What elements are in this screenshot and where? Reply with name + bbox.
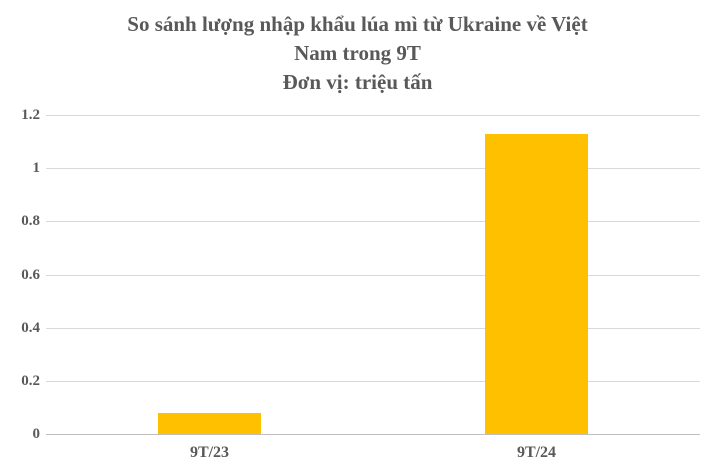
gridline xyxy=(46,221,700,222)
chart-title-block: So sánh lượng nhập khẩu lúa mì từ Ukrain… xyxy=(0,10,715,97)
gridline xyxy=(46,115,700,116)
chart-title-line-1: So sánh lượng nhập khẩu lúa mì từ Ukrain… xyxy=(127,12,588,36)
chart-unit-subtitle: Đơn vị: triệu tấn xyxy=(282,70,433,94)
y-tick-label: 0 xyxy=(32,426,41,442)
y-tick-label: 1 xyxy=(32,160,41,176)
y-tick-label: 0.2 xyxy=(21,373,40,389)
y-tick-label: 1.2 xyxy=(21,107,40,123)
y-tick-label: 0.8 xyxy=(21,213,40,229)
bar-9T/23 xyxy=(158,413,261,434)
gridline xyxy=(46,328,700,329)
gridline xyxy=(46,168,700,169)
gridline xyxy=(46,381,700,382)
gridline xyxy=(46,275,700,276)
axis-baseline xyxy=(46,434,700,435)
plot-area xyxy=(46,115,700,435)
x-tick-label: 9T/23 xyxy=(189,444,230,461)
bar-9T/24 xyxy=(485,134,588,434)
y-tick-label: 0.4 xyxy=(21,320,40,336)
chart-title-line-2: Nam trong 9T xyxy=(294,41,421,65)
y-axis: 0 0.2 0.4 0.6 0.8 1 1.2 xyxy=(0,107,41,442)
x-tick-label: 9T/24 xyxy=(516,444,557,461)
y-tick-label: 0.6 xyxy=(21,267,40,283)
x-axis: 9T/23 9T/24 xyxy=(46,444,700,470)
